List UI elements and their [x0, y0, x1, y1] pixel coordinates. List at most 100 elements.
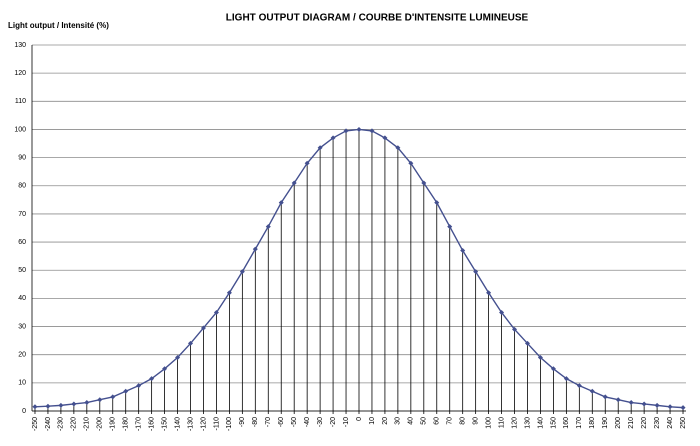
y-tick-label: 20 [18, 352, 26, 359]
marker [512, 326, 518, 332]
x-tick-label: 250 [680, 417, 687, 429]
marker [200, 325, 206, 331]
x-tick-label: 0 [356, 417, 363, 421]
x-tick-label: -220 [71, 417, 78, 431]
marker [680, 405, 686, 411]
marker [641, 401, 647, 407]
marker [667, 404, 673, 410]
x-tick-label: 170 [576, 417, 583, 429]
x-tick-label: -100 [226, 417, 233, 431]
marker [460, 248, 466, 254]
x-tick-label: 140 [537, 417, 544, 429]
x-tick-label: 10 [369, 417, 376, 425]
y-tick-label: 90 [18, 154, 26, 161]
x-tick-label: 30 [395, 417, 402, 425]
x-tick-label: 120 [511, 417, 518, 429]
x-tick-label: 110 [498, 417, 505, 428]
marker [239, 269, 245, 275]
marker [421, 180, 427, 186]
x-tick-label: 20 [382, 417, 389, 425]
marker [162, 366, 168, 372]
marker [356, 126, 362, 132]
x-tick-label: -150 [161, 417, 168, 431]
marker [395, 145, 401, 151]
marker [110, 394, 116, 400]
marker [188, 340, 194, 346]
x-tick-label: 160 [563, 417, 570, 429]
marker [524, 340, 530, 346]
x-tick-label: -140 [174, 417, 181, 431]
marker [434, 200, 440, 206]
marker [576, 383, 582, 389]
x-tick-label: -190 [110, 417, 117, 431]
x-tick-label: 210 [628, 417, 635, 429]
marker [537, 355, 543, 361]
y-tick-label: 50 [18, 267, 26, 274]
marker [58, 402, 64, 408]
x-tick-label: 60 [434, 417, 441, 425]
x-tick-label: 90 [472, 417, 479, 425]
marker [589, 388, 595, 394]
x-tick-label: 220 [641, 417, 648, 429]
x-tick-label: 80 [460, 417, 467, 425]
x-tick-label: -70 [265, 417, 272, 427]
marker [550, 366, 556, 372]
marker [654, 402, 660, 408]
x-tick-label: 100 [485, 417, 492, 429]
x-tick-label: 230 [654, 417, 661, 429]
x-tick-label: -130 [187, 417, 194, 431]
marker [45, 403, 51, 409]
x-tick-label: 40 [408, 417, 415, 425]
marker [123, 388, 129, 394]
y-tick-label: 0 [22, 408, 26, 415]
x-tick-label: -120 [200, 417, 207, 431]
x-tick-label: -50 [291, 417, 298, 427]
x-tick-label: -170 [136, 417, 143, 431]
marker [408, 160, 414, 166]
marker [226, 290, 232, 296]
y-tick-label: 30 [18, 323, 26, 330]
y-tick-label: 60 [18, 239, 26, 246]
y-tick-label: 40 [18, 295, 26, 302]
x-tick-label: -240 [45, 417, 52, 431]
marker [343, 128, 349, 134]
marker [265, 224, 271, 230]
marker [175, 355, 181, 361]
marker [447, 224, 453, 230]
y-tick-label: 110 [15, 98, 26, 105]
x-tick-label: -200 [97, 417, 104, 431]
x-tick-label: -230 [58, 417, 65, 431]
x-tick-label: -30 [317, 417, 324, 427]
x-tick-label: 130 [524, 417, 531, 429]
marker [252, 246, 258, 252]
y-tick-label: 120 [14, 70, 26, 77]
marker [317, 145, 323, 151]
x-tick-label: -20 [330, 417, 337, 427]
marker [330, 135, 336, 141]
marker [149, 376, 155, 382]
marker [628, 400, 634, 406]
marker [136, 383, 142, 389]
x-tick-label: 180 [589, 417, 596, 429]
x-tick-label: 190 [602, 417, 609, 429]
x-tick-label: 150 [550, 417, 557, 429]
y-tick-label: 100 [14, 126, 26, 133]
y-axis-label: Light output / Intensité (%) [8, 21, 109, 30]
marker [304, 160, 310, 166]
y-tick-label: 80 [18, 183, 26, 190]
marker [382, 135, 388, 141]
marker [291, 180, 297, 186]
marker [32, 404, 38, 410]
y-tick-label: 70 [18, 211, 26, 218]
x-tick-label: -40 [304, 417, 311, 427]
x-tick-label: 240 [667, 417, 674, 429]
x-tick-label: -110 [213, 417, 220, 431]
marker [369, 128, 375, 134]
x-tick-label: -180 [123, 417, 130, 431]
x-tick-label: -90 [239, 417, 246, 427]
chart-title: LIGHT OUTPUT DIAGRAM / COURBE D'INTENSIT… [226, 13, 529, 24]
x-tick-label: -10 [343, 417, 350, 427]
x-tick-label: -60 [278, 417, 285, 427]
marker [486, 290, 492, 296]
